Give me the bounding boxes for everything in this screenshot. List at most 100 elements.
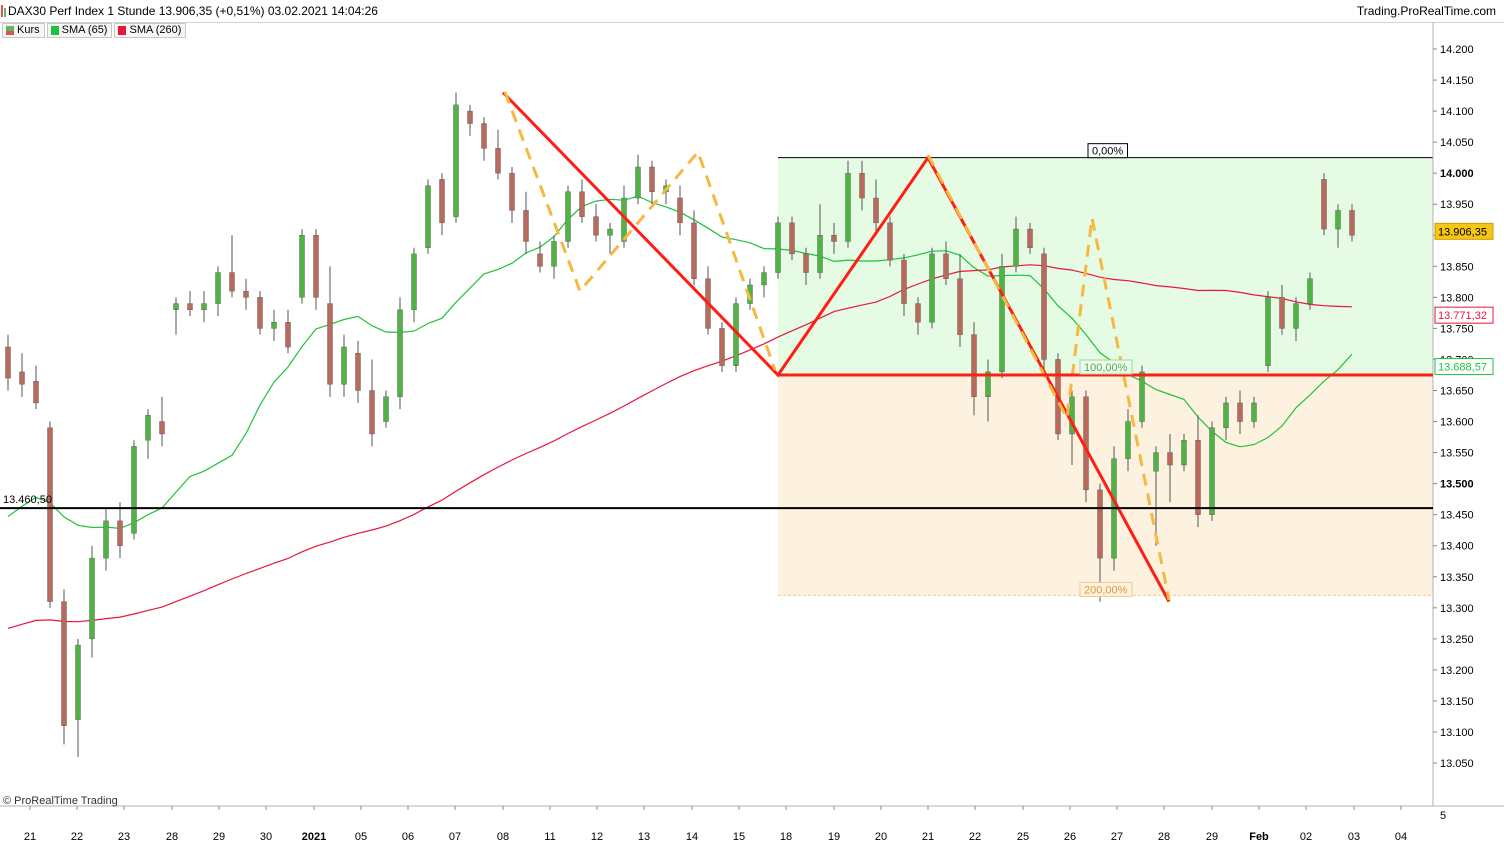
fib-zone-green <box>778 157 1433 375</box>
y-tick-label: 13.900 <box>1440 230 1474 242</box>
candle-86 <box>1209 421 1215 521</box>
candle-body <box>1181 439 1187 466</box>
candle-27 <box>383 390 389 428</box>
candle-68 <box>957 253 963 348</box>
candle-body <box>1083 396 1089 491</box>
candle-body <box>607 228 613 236</box>
candle-body <box>411 253 417 310</box>
candle-46 <box>649 160 655 205</box>
candle-33 <box>467 104 473 136</box>
candle-body <box>761 272 767 286</box>
x-tick-label: 12 <box>591 831 603 843</box>
candle-4 <box>61 589 67 745</box>
legend-item-sma260[interactable]: SMA (260) <box>114 23 187 38</box>
candle-body <box>47 427 53 602</box>
sma65-price-tag: 13.688,57 <box>1434 358 1494 376</box>
candle-body <box>1069 396 1075 435</box>
candle-body <box>1335 210 1341 230</box>
candle-body <box>425 185 431 248</box>
candle-body <box>1265 297 1271 366</box>
legend-item-kurs[interactable]: Kurs <box>2 23 45 38</box>
candle-90 <box>1265 291 1271 372</box>
y-tick-label: 13.800 <box>1440 292 1474 304</box>
candle-body <box>1139 371 1145 422</box>
candle-24 <box>341 334 347 397</box>
candle-body <box>817 235 823 273</box>
candle-73 <box>1027 222 1033 254</box>
candle-96 <box>1349 204 1355 242</box>
y-tick-label: 13.200 <box>1440 665 1474 677</box>
candle-body <box>1097 489 1103 559</box>
candle-body <box>495 148 501 174</box>
sma65-swatch-icon <box>50 26 59 35</box>
candle-42 <box>593 204 599 242</box>
candle-body <box>1251 402 1257 422</box>
candle-0 <box>5 334 11 391</box>
x-tick-label: 06 <box>402 831 414 843</box>
candle-74 <box>1041 247 1047 372</box>
x-tick-label: 23 <box>118 831 130 843</box>
y-tick-label: 13.100 <box>1440 727 1474 739</box>
candle-body <box>565 191 571 242</box>
candle-34 <box>481 117 487 161</box>
candle-59 <box>831 222 837 254</box>
candle-55 <box>775 216 781 279</box>
candle-body <box>663 185 669 193</box>
fib-label-box <box>1087 143 1128 159</box>
candle-93 <box>1307 272 1313 310</box>
sma260-swatch-icon <box>118 26 127 35</box>
candle-body <box>1321 179 1327 230</box>
brand-label[interactable]: Trading.ProRealTime.com <box>1356 4 1496 18</box>
y-tick-label: 13.250 <box>1440 634 1474 646</box>
x-tick-label: 29 <box>1206 831 1218 843</box>
candle-66 <box>929 247 935 329</box>
x-tick-label: 07 <box>449 831 461 843</box>
candle-61 <box>859 160 865 211</box>
horizontal-level-label: 13.460,50 <box>3 494 52 506</box>
candle-body <box>775 222 781 273</box>
candle-22 <box>313 229 319 310</box>
candle-body <box>523 210 529 242</box>
candle-body <box>159 421 165 435</box>
x-tick-label: 03 <box>1348 831 1360 843</box>
candle-body <box>271 322 277 329</box>
candle-body <box>1209 427 1215 515</box>
candle-body <box>61 601 67 726</box>
candle-41 <box>579 179 585 223</box>
candle-body <box>1055 359 1061 435</box>
candle-body <box>1223 402 1229 428</box>
x-tick-label: 2021 <box>302 831 326 843</box>
price-tag-text: 13.771,32 <box>1438 310 1487 322</box>
candle-78 <box>1097 483 1103 602</box>
instrument-title: DAX30 Perf Index 1 Stunde 13.906,35 (+0,… <box>8 4 378 18</box>
x-tick-label: 28 <box>1158 831 1170 843</box>
dashed-wave-1 <box>926 154 1171 601</box>
y-tick-label: 14.150 <box>1440 75 1474 87</box>
x-tick-label: 29 <box>213 831 225 843</box>
x-tick-label: 21 <box>24 831 36 843</box>
candle-body <box>873 197 879 224</box>
candle-body <box>1013 228 1019 267</box>
candle-89 <box>1251 396 1257 428</box>
candle-body <box>145 415 151 441</box>
candle-body <box>173 303 179 310</box>
candle-72 <box>1013 216 1019 273</box>
legend-item-sma65[interactable]: SMA (65) <box>46 23 113 38</box>
candle-38 <box>537 241 543 273</box>
candle-9 <box>131 440 137 540</box>
x-tick-label: Feb <box>1249 831 1269 843</box>
x-tick-label: 26 <box>1064 831 1076 843</box>
candle-23 <box>327 266 333 397</box>
candle-body <box>915 303 921 323</box>
candle-64 <box>901 253 907 316</box>
candle-body <box>1349 210 1355 236</box>
candle-12 <box>173 297 179 335</box>
y-tick-label: 13.400 <box>1440 541 1474 553</box>
candle-77 <box>1083 390 1089 503</box>
candle-body <box>677 197 683 224</box>
candle-31 <box>439 173 445 236</box>
x-tick-label: 05 <box>355 831 367 843</box>
candle-94 <box>1321 173 1327 236</box>
